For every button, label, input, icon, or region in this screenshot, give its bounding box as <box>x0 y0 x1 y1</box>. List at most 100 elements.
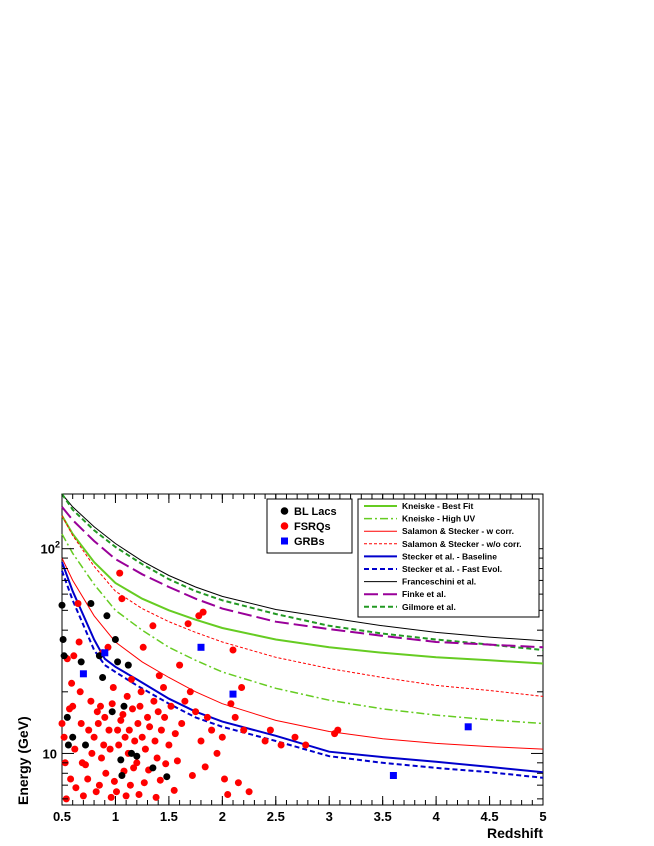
fsrq-point <box>208 726 216 734</box>
fsrq-point <box>134 720 142 727</box>
bl-lac-point <box>87 600 95 607</box>
sources-legend: BL Lacs FSRQs GRBs <box>266 498 353 554</box>
fsrq-point <box>94 720 102 727</box>
legend-label: Salamon & Stecker - w/o corr. <box>402 539 522 549</box>
bl-lac-point <box>111 636 119 643</box>
curve-kneiske-best-fit <box>61 515 544 665</box>
fsrq-point <box>152 793 160 801</box>
fsrq-point <box>165 741 173 749</box>
fsrq-point <box>105 726 113 734</box>
fsrq-point <box>224 791 232 798</box>
legend-label: GRBs <box>294 536 325 548</box>
bl-lac-point <box>95 652 103 660</box>
fsrq-point <box>181 697 189 705</box>
x-tick-label: 3.5 <box>374 809 392 824</box>
fsrq-point <box>60 733 68 741</box>
fsrq-point <box>234 779 242 787</box>
fsrq-point <box>115 741 123 749</box>
fsrq-point <box>186 688 194 696</box>
fsrq-point <box>138 733 146 741</box>
x-tick-label: 1.5 <box>160 809 178 824</box>
x-tick-label: 2.5 <box>267 809 285 824</box>
fsrq-point <box>302 741 310 749</box>
fsrq-point <box>334 726 342 734</box>
bl-lac-point <box>59 636 67 643</box>
curve-kneiske-high-uv <box>61 533 544 725</box>
legend-marker <box>280 507 289 515</box>
fsrq-point <box>69 702 77 710</box>
legend-label: Kneiske - Best Fit <box>402 501 473 511</box>
legend-entry-gilmore-et-al: Gilmore et al. <box>364 602 456 612</box>
fsrq-point <box>121 733 129 741</box>
fsrq-point <box>110 777 118 785</box>
bl-lac-point <box>77 658 85 666</box>
x-tick-label: 3 <box>326 809 333 824</box>
fsrq-point <box>157 726 165 734</box>
fsrq-point <box>213 749 221 757</box>
fsrq-point <box>77 720 85 727</box>
legend-entry-fsrqs: FSRQs <box>280 521 331 533</box>
fsrq-point <box>130 764 138 772</box>
fsrq-point <box>90 733 98 741</box>
fsrq-point <box>155 672 163 680</box>
fsrq-point <box>79 792 87 800</box>
legend-entry-kneiske-best-fit: Kneiske - Best Fit <box>364 501 473 511</box>
bl-lac-point <box>128 749 135 757</box>
fsrq-point <box>261 737 269 745</box>
legend-entry-finke-et-al: Finke et al. <box>364 589 446 599</box>
bl-lac-point <box>58 601 66 609</box>
fsrq-point <box>118 595 126 603</box>
grb-point <box>389 772 397 779</box>
data-points <box>58 569 472 803</box>
fsrq-point <box>227 700 235 708</box>
fsrq-point <box>291 733 299 741</box>
legend-label: BL Lacs <box>294 506 337 518</box>
bl-lac-point <box>133 752 141 760</box>
curve-salamon-stecker-w-o-corr <box>61 515 544 697</box>
fsrq-point <box>149 622 157 630</box>
fsrq-point <box>117 716 125 724</box>
fsrq-point <box>133 759 141 767</box>
fsrq-point <box>71 745 79 753</box>
fsrq-point <box>140 779 148 787</box>
grb-point <box>464 723 472 731</box>
bl-lac-point <box>163 773 171 781</box>
curve-salamon-stecker-w-corr <box>61 557 544 750</box>
legend-label: Finke et al. <box>402 589 446 599</box>
fsrq-point <box>108 700 116 708</box>
x-tick-label: 1 <box>112 809 119 824</box>
fsrq-point <box>102 769 110 777</box>
y-tick-label: 102 <box>41 540 60 557</box>
x-tick-label: 0.5 <box>53 809 71 824</box>
fsrq-point <box>266 726 274 734</box>
curve-franceschini-et-al <box>61 493 544 642</box>
legend-entry-grbs: GRBs <box>281 536 325 548</box>
fsrq-point <box>68 679 76 687</box>
legend-label: FSRQs <box>294 521 331 533</box>
fsrq-point <box>170 786 178 794</box>
fsrq-point <box>229 646 237 654</box>
legend-label: Franceschini et al. <box>402 577 476 587</box>
grb-point <box>229 690 237 698</box>
fsrq-point <box>100 741 108 749</box>
fsrq-point <box>171 730 179 738</box>
fsrq-point <box>101 713 109 721</box>
fsrq-point <box>161 713 169 721</box>
fsrq-point <box>173 757 181 765</box>
fsrq-point <box>141 745 149 753</box>
bl-lac-point <box>114 658 122 666</box>
legend-label: Stecker et al. - Fast Evol. <box>402 564 502 574</box>
fsrq-point <box>107 793 115 801</box>
bl-lac-point <box>117 756 125 764</box>
fsrq-point <box>131 737 139 745</box>
fsrq-point <box>125 726 133 734</box>
model-curves <box>61 493 544 779</box>
bl-lac-point <box>120 702 128 710</box>
fsrq-point <box>156 776 164 784</box>
fsrq-point <box>97 702 104 710</box>
curve-gilmore-et-al <box>61 493 544 651</box>
models-legend-box <box>357 498 540 618</box>
fsrq-point <box>67 775 75 783</box>
fsrq-point <box>184 620 192 628</box>
fsrq-point <box>162 760 170 768</box>
